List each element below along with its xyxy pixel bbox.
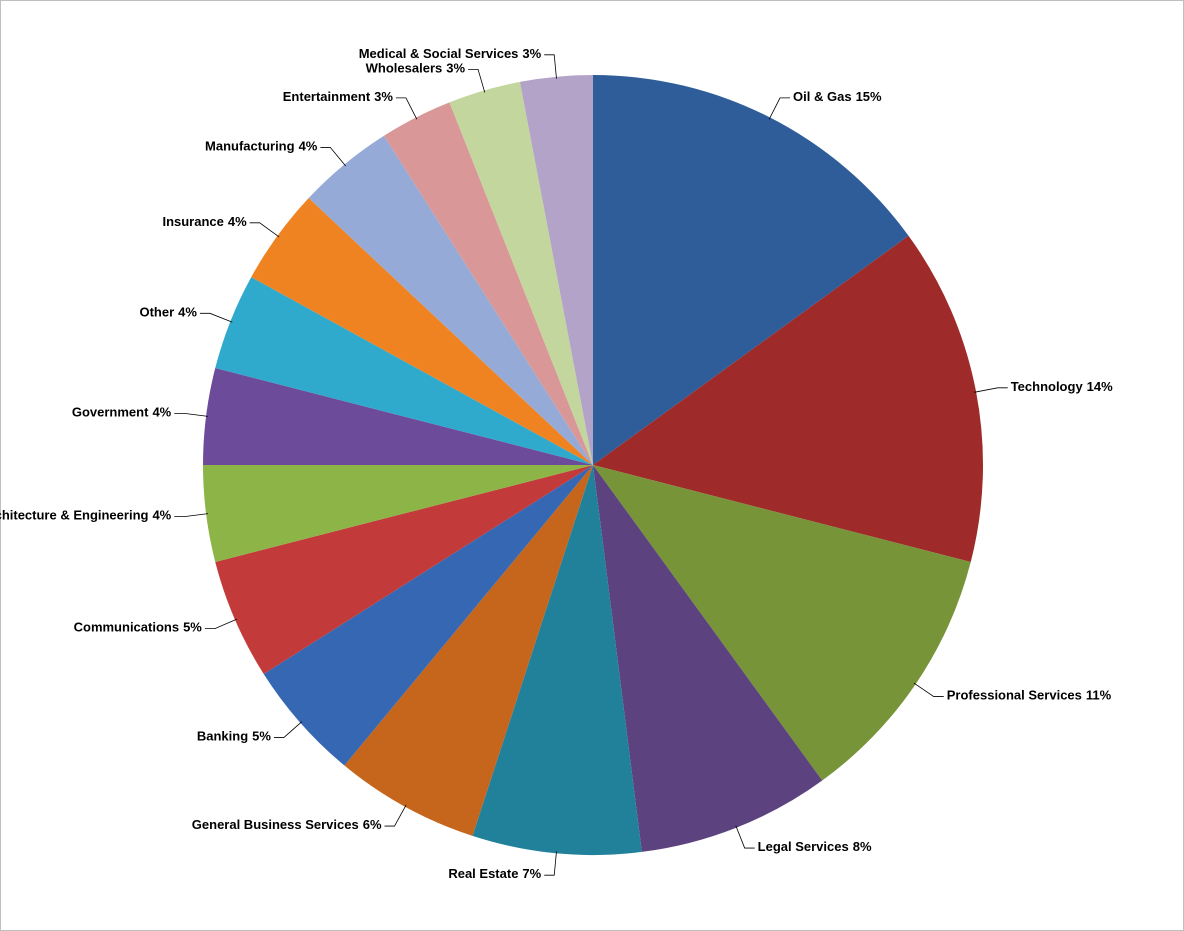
- data-label: Communications 5%: [74, 620, 203, 635]
- data-label: Entertainment 3%: [283, 89, 394, 104]
- pie-slice: [593, 75, 909, 465]
- leader-line: [913, 682, 944, 697]
- pie-slice: [593, 465, 971, 781]
- data-label: Government 4%: [72, 405, 172, 420]
- leader-line: [468, 68, 486, 93]
- category-label: Banking: [197, 729, 248, 744]
- category-label: Legal Services: [758, 840, 849, 855]
- category-label: Entertainment: [283, 89, 371, 104]
- data-label: General Business Services 6%: [192, 817, 382, 832]
- leader-line: [199, 312, 233, 323]
- category-label: Architecture & Engineering: [0, 508, 149, 523]
- category-label: Technology: [1011, 379, 1084, 394]
- leader-line: [544, 851, 557, 876]
- category-label: Professional Services: [947, 688, 1082, 703]
- pie-slice: [472, 465, 642, 855]
- data-label: Oil & Gas 15%: [793, 89, 882, 104]
- leader-line: [249, 222, 280, 238]
- value-label: 4%: [228, 214, 247, 229]
- pie-slice: [593, 235, 984, 562]
- data-label: Professional Services 11%: [947, 688, 1112, 703]
- leader-line: [735, 825, 755, 849]
- value-label: 4%: [152, 405, 171, 420]
- value-label: 14%: [1087, 379, 1113, 394]
- value-label: 4%: [299, 139, 318, 154]
- pie-slice: [203, 465, 593, 562]
- category-label: Manufacturing: [205, 139, 295, 154]
- leader-line: [544, 54, 557, 79]
- leader-line: [273, 721, 303, 738]
- category-label: Communications: [74, 620, 179, 635]
- data-label: Real Estate 7%: [448, 867, 541, 882]
- data-label: Other 4%: [139, 305, 197, 320]
- data-label: Technology 14%: [1011, 379, 1113, 394]
- value-label: 6%: [363, 817, 382, 832]
- category-label: Wholesalers: [366, 61, 443, 76]
- category-label: Other: [139, 305, 174, 320]
- category-label: General Business Services: [192, 817, 359, 832]
- pie-slice: [263, 465, 593, 766]
- value-label: 4%: [152, 508, 171, 523]
- category-label: Medical & Social Services: [359, 46, 519, 61]
- value-label: 5%: [252, 729, 271, 744]
- pie-slice: [251, 198, 593, 466]
- value-label: 3%: [374, 89, 393, 104]
- value-label: 4%: [178, 305, 197, 320]
- leader-line: [204, 618, 238, 630]
- data-label: Insurance 4%: [162, 214, 247, 229]
- data-label: Banking 5%: [197, 729, 272, 744]
- pie-slice: [449, 81, 593, 466]
- leader-line: [320, 147, 346, 167]
- pie-slice: [215, 277, 593, 465]
- data-label: Wholesalers 3%: [366, 61, 466, 76]
- leader-line: [395, 97, 418, 120]
- data-label: Manufacturing 4%: [205, 139, 318, 154]
- category-label: Real Estate: [448, 867, 518, 882]
- data-label: Medical & Social Services 3%: [359, 46, 542, 61]
- data-label: Legal Services 8%: [758, 840, 872, 855]
- value-label: 15%: [856, 89, 882, 104]
- category-label: Government: [72, 405, 149, 420]
- value-label: 5%: [183, 620, 202, 635]
- pie-slice: [203, 368, 593, 465]
- leader-line: [768, 97, 791, 120]
- value-label: 3%: [522, 46, 541, 61]
- leader-line: [384, 804, 407, 827]
- pie-slice: [308, 135, 593, 466]
- leader-line: [974, 387, 1008, 393]
- leader-line: [174, 513, 209, 518]
- pie-slice: [384, 102, 593, 465]
- pie-slice: [519, 75, 593, 465]
- category-label: Insurance: [162, 214, 223, 229]
- value-label: 3%: [446, 61, 465, 76]
- value-label: 11%: [1086, 688, 1112, 703]
- pie-slice: [215, 465, 593, 674]
- value-label: 8%: [853, 840, 872, 855]
- pie-slice: [593, 465, 823, 852]
- leader-line: [174, 412, 209, 417]
- category-label: Oil & Gas: [793, 89, 852, 104]
- pie-slice: [344, 465, 593, 836]
- value-label: 7%: [522, 867, 541, 882]
